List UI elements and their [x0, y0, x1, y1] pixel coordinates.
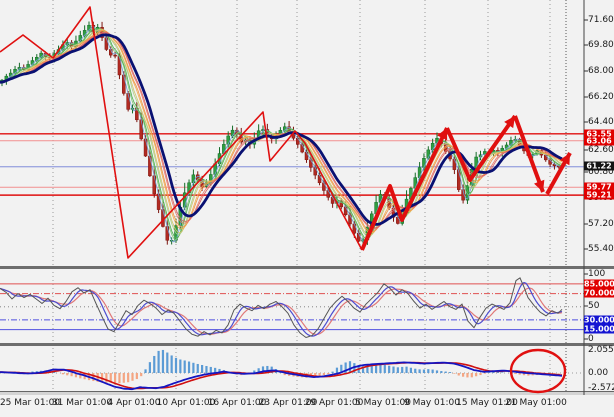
user-drawings[interactable]	[0, 6, 572, 394]
macd-ellipse-drawing[interactable]	[509, 348, 567, 394]
main-price-panel[interactable]	[0, 21, 584, 245]
oscillator-slow-line	[0, 287, 563, 336]
oscillator-axis-label-100: 100	[588, 269, 606, 279]
slow-ma-line	[0, 33, 563, 226]
panel-separators-and-axis-frame	[0, 0, 614, 395]
time-axis-label-3: 10 Apr 01:00	[156, 398, 216, 408]
macd-axis-label-0.00: 0.00	[588, 368, 609, 378]
trend-arrow-drawing-1[interactable]	[445, 114, 517, 182]
time-axis-label-10: 21 May 01:00	[505, 398, 567, 408]
trendline-zigzag-drawing[interactable]	[0, 6, 363, 259]
price-axis-label-55.40: 55.40	[588, 244, 614, 254]
time-axis-label-1: 31 Mar 01:00	[51, 398, 113, 408]
price-axis-label-64.40: 64.40	[588, 117, 614, 127]
price-badge-59.77: 59.77	[584, 182, 614, 192]
price-badge-61.22: 61.22	[584, 161, 614, 171]
trend-arrow-drawing-0[interactable]	[360, 127, 449, 251]
oscillator-badge-85.0000: 85.0000	[584, 279, 614, 289]
macd-panel[interactable]	[0, 349, 563, 391]
price-badge-63.06: 63.06	[584, 136, 614, 146]
price-axis-label-68.00: 68.00	[588, 66, 614, 76]
price-axis-label-69.80: 69.80	[588, 40, 614, 50]
price-axis-label-62.60: 62.60	[588, 145, 614, 155]
oscillator-axis-label-0: 0	[588, 334, 594, 344]
price-badge-59.21: 59.21	[584, 190, 614, 200]
price-badge-63.55: 63.55	[584, 129, 614, 139]
macd-axis-label-2.0559: 2.0559	[588, 345, 614, 355]
time-axis-label-8: 9 May 01:00	[404, 398, 460, 408]
time-axis-label-9: 15 May 01:00	[456, 398, 518, 408]
time-axis-label-0: 25 Mar 01:00	[0, 398, 61, 408]
oscillator-main-line	[0, 277, 563, 339]
time-axis-label-7: 5 May 01:00	[355, 398, 411, 408]
oscillator-badge-30.0000: 30.0000	[584, 315, 614, 325]
price-axis-label-57.20: 57.20	[588, 219, 614, 229]
oscillator-badge-15.0000: 15.0000	[584, 324, 614, 334]
price-axis-label-66.20: 66.20	[588, 92, 614, 102]
price-axis-label-71.60: 71.60	[588, 15, 614, 25]
macd-main-line	[0, 361, 563, 391]
oscillator-fast-line	[0, 281, 563, 337]
trend-arrow-drawing-3[interactable]	[545, 152, 572, 195]
price-axis-label-60.80: 60.80	[588, 167, 614, 177]
time-axis-label-6: 29 Apr 01:00	[304, 398, 364, 408]
time-axis-label-5: 23 Apr 01:00	[258, 398, 318, 408]
time-axis-label-2: 4 Apr 01:00	[107, 398, 161, 408]
oscillator-axis-label-50: 50	[588, 301, 600, 311]
trend-arrow-drawing-2[interactable]	[513, 115, 545, 193]
time-axis-label-4: 16 Apr 01:00	[207, 398, 267, 408]
macd-axis-label--2.5728: -2.5728	[588, 383, 614, 393]
macd-histogram	[0, 349, 560, 384]
oscillator-panel[interactable]	[0, 277, 584, 339]
oscillator-badge-70.0000: 70.0000	[584, 288, 614, 298]
